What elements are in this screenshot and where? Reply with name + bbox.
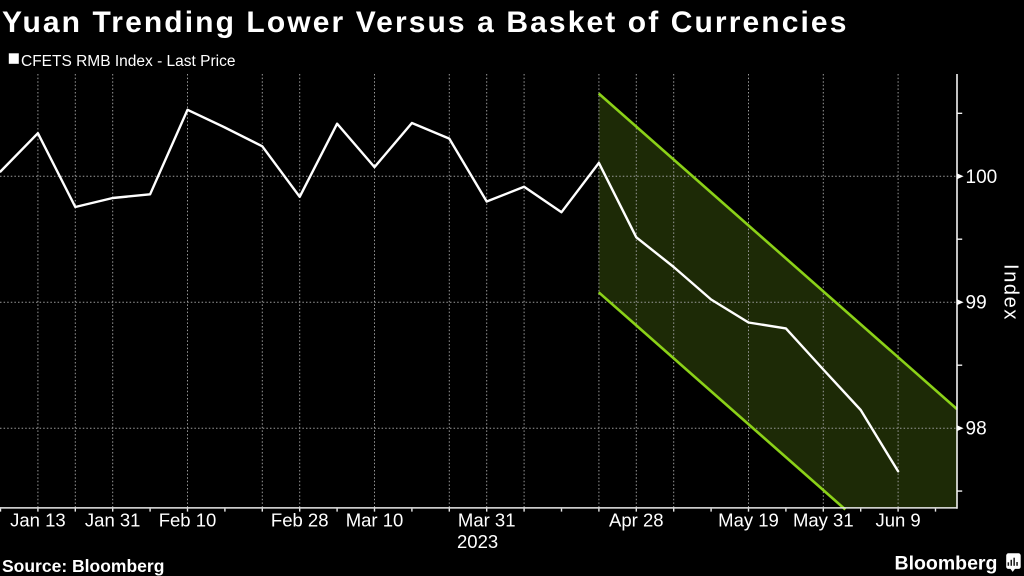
svg-text:98: 98 (966, 419, 987, 440)
svg-text:CFETS RMB Index - Last Price: CFETS RMB Index - Last Price (21, 53, 235, 70)
svg-text:Feb 10: Feb 10 (159, 510, 217, 531)
svg-text:Jan 13: Jan 13 (10, 510, 66, 531)
svg-text:May 31: May 31 (793, 510, 854, 531)
svg-text:2023: 2023 (457, 531, 498, 552)
svg-text:99: 99 (966, 293, 987, 314)
svg-text:Yuan Trending Lower Versus a B: Yuan Trending Lower Versus a Basket of C… (2, 6, 848, 39)
svg-text:Jun 9: Jun 9 (875, 510, 920, 531)
svg-text:100: 100 (966, 167, 998, 188)
svg-text:Bloomberg: Bloomberg (895, 553, 998, 575)
svg-text:Feb 28: Feb 28 (271, 510, 329, 531)
svg-text:Source: Bloomberg: Source: Bloomberg (2, 556, 164, 576)
svg-text:Mar 10: Mar 10 (346, 510, 404, 531)
svg-text:Apr 28: Apr 28 (609, 510, 664, 531)
svg-text:Index: Index (1000, 264, 1022, 321)
svg-text:May 19: May 19 (718, 510, 779, 531)
svg-text:Jan 31: Jan 31 (85, 510, 141, 531)
svg-text:Mar 31: Mar 31 (458, 510, 516, 531)
